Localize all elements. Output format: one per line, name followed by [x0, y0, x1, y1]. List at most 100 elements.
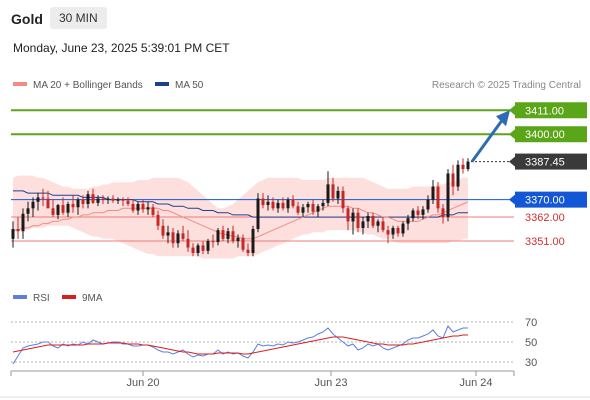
- level-label: 3411.00: [525, 105, 564, 117]
- candle-body: [216, 230, 220, 243]
- candle-body: [66, 203, 70, 213]
- candle-body: [41, 197, 45, 199]
- candle-body: [361, 221, 365, 228]
- legend-ma50-label: MA 50: [175, 80, 204, 91]
- candle-body: [91, 194, 95, 203]
- candle-body: [436, 186, 440, 209]
- legend-9ma: 9MA: [62, 293, 103, 304]
- candle-body: [71, 203, 75, 208]
- candle-body: [136, 203, 140, 211]
- legend-ma20-label: MA 20 + Bollinger Bands: [33, 80, 143, 91]
- candle-body: [326, 184, 330, 203]
- level-label: 3370.00: [525, 195, 565, 207]
- candle-body: [51, 208, 55, 215]
- level-label: 3351.00: [525, 236, 565, 248]
- level-tag: [515, 102, 587, 119]
- ma20-swatch: [13, 82, 27, 87]
- candle-body: [376, 221, 380, 226]
- candle-body: [171, 232, 175, 244]
- candle-body: [371, 215, 375, 226]
- level-label: 3362.00: [525, 212, 565, 224]
- candle-body: [156, 214, 160, 226]
- candle-body: [321, 202, 325, 207]
- candle-body: [111, 198, 115, 201]
- x-tick-label: Jun 23: [314, 377, 347, 389]
- level-tag: [515, 126, 587, 143]
- candle-body: [271, 201, 275, 209]
- candle-body: [56, 205, 60, 215]
- rsi-tick-label: 50: [525, 337, 537, 349]
- candle-body: [126, 200, 130, 204]
- candle-body: [356, 212, 360, 228]
- candle-body: [461, 164, 465, 170]
- candle-body: [311, 203, 315, 212]
- candle-body: [231, 231, 235, 242]
- legend-ma20: MA 20 + Bollinger Bands: [13, 80, 143, 91]
- candle-body: [426, 199, 430, 210]
- candle-body: [381, 221, 385, 231]
- candle-body: [146, 207, 150, 210]
- candle-body: [221, 230, 225, 239]
- candle-body: [401, 223, 405, 234]
- rsi-tick-label: 30: [525, 357, 537, 369]
- candle-body: [251, 229, 255, 254]
- candle-body: [316, 206, 320, 212]
- candle-body: [416, 210, 420, 215]
- candle-body: [276, 202, 280, 209]
- candle-body: [36, 197, 40, 202]
- candle-body: [331, 184, 335, 199]
- rsi-series-rsi: [12, 325, 468, 365]
- candle-body: [26, 208, 30, 214]
- candle-body: [411, 210, 415, 219]
- x-tick-label: Jun 20: [126, 377, 159, 389]
- candle-body: [181, 233, 185, 239]
- candle-body: [336, 190, 340, 199]
- candle-body: [11, 229, 15, 239]
- candle-body: [396, 227, 400, 234]
- candle-body: [161, 225, 165, 236]
- candle-body: [131, 203, 135, 211]
- candle-body: [151, 207, 155, 215]
- level-tag-pointer: [509, 156, 515, 167]
- legend-ma50: MA 50: [155, 80, 203, 91]
- candle-body: [451, 173, 455, 187]
- timestamp: Monday, June 23, 2025 5:39:01 PM CET: [13, 41, 230, 55]
- level-label: 3400.00: [525, 129, 565, 141]
- chart-header: Gold 30 MIN: [0, 0, 590, 36]
- candle-body: [466, 161, 470, 170]
- candle-body: [61, 205, 65, 213]
- target-arrow-shaft: [470, 115, 507, 163]
- timeframe-button[interactable]: 30 MIN: [50, 7, 107, 29]
- legend-9ma-label: 9MA: [82, 293, 103, 304]
- candle-body: [346, 208, 350, 222]
- candle-body: [76, 199, 80, 208]
- candle-body: [281, 202, 285, 209]
- level-label: 3387.45: [525, 157, 565, 169]
- candle-body: [406, 218, 410, 224]
- x-tick-label: Jun 24: [459, 377, 492, 389]
- candle-body: [236, 237, 240, 242]
- candle-body: [391, 227, 395, 235]
- candle-body: [196, 245, 200, 254]
- candle-body: [46, 198, 50, 209]
- level-tag: [515, 191, 587, 208]
- candle-body: [431, 186, 435, 200]
- copyright-text: Research © 2025 Trading Central: [431, 80, 581, 91]
- candle-body: [301, 207, 305, 213]
- candle-body: [116, 199, 120, 201]
- candle-body: [81, 199, 85, 204]
- candle-body: [166, 232, 170, 236]
- candle-body: [96, 198, 100, 203]
- ma9-swatch: [62, 295, 76, 300]
- rsi-tick-label: 70: [525, 317, 537, 329]
- ma20-line: [13, 201, 469, 240]
- candle-body: [101, 198, 105, 200]
- candle-body: [226, 231, 230, 239]
- candle-body: [246, 249, 250, 254]
- candle-body: [201, 245, 205, 251]
- candle-body: [186, 238, 190, 248]
- candle-body: [456, 164, 460, 187]
- candle-body: [21, 213, 25, 232]
- candle-body: [386, 230, 390, 235]
